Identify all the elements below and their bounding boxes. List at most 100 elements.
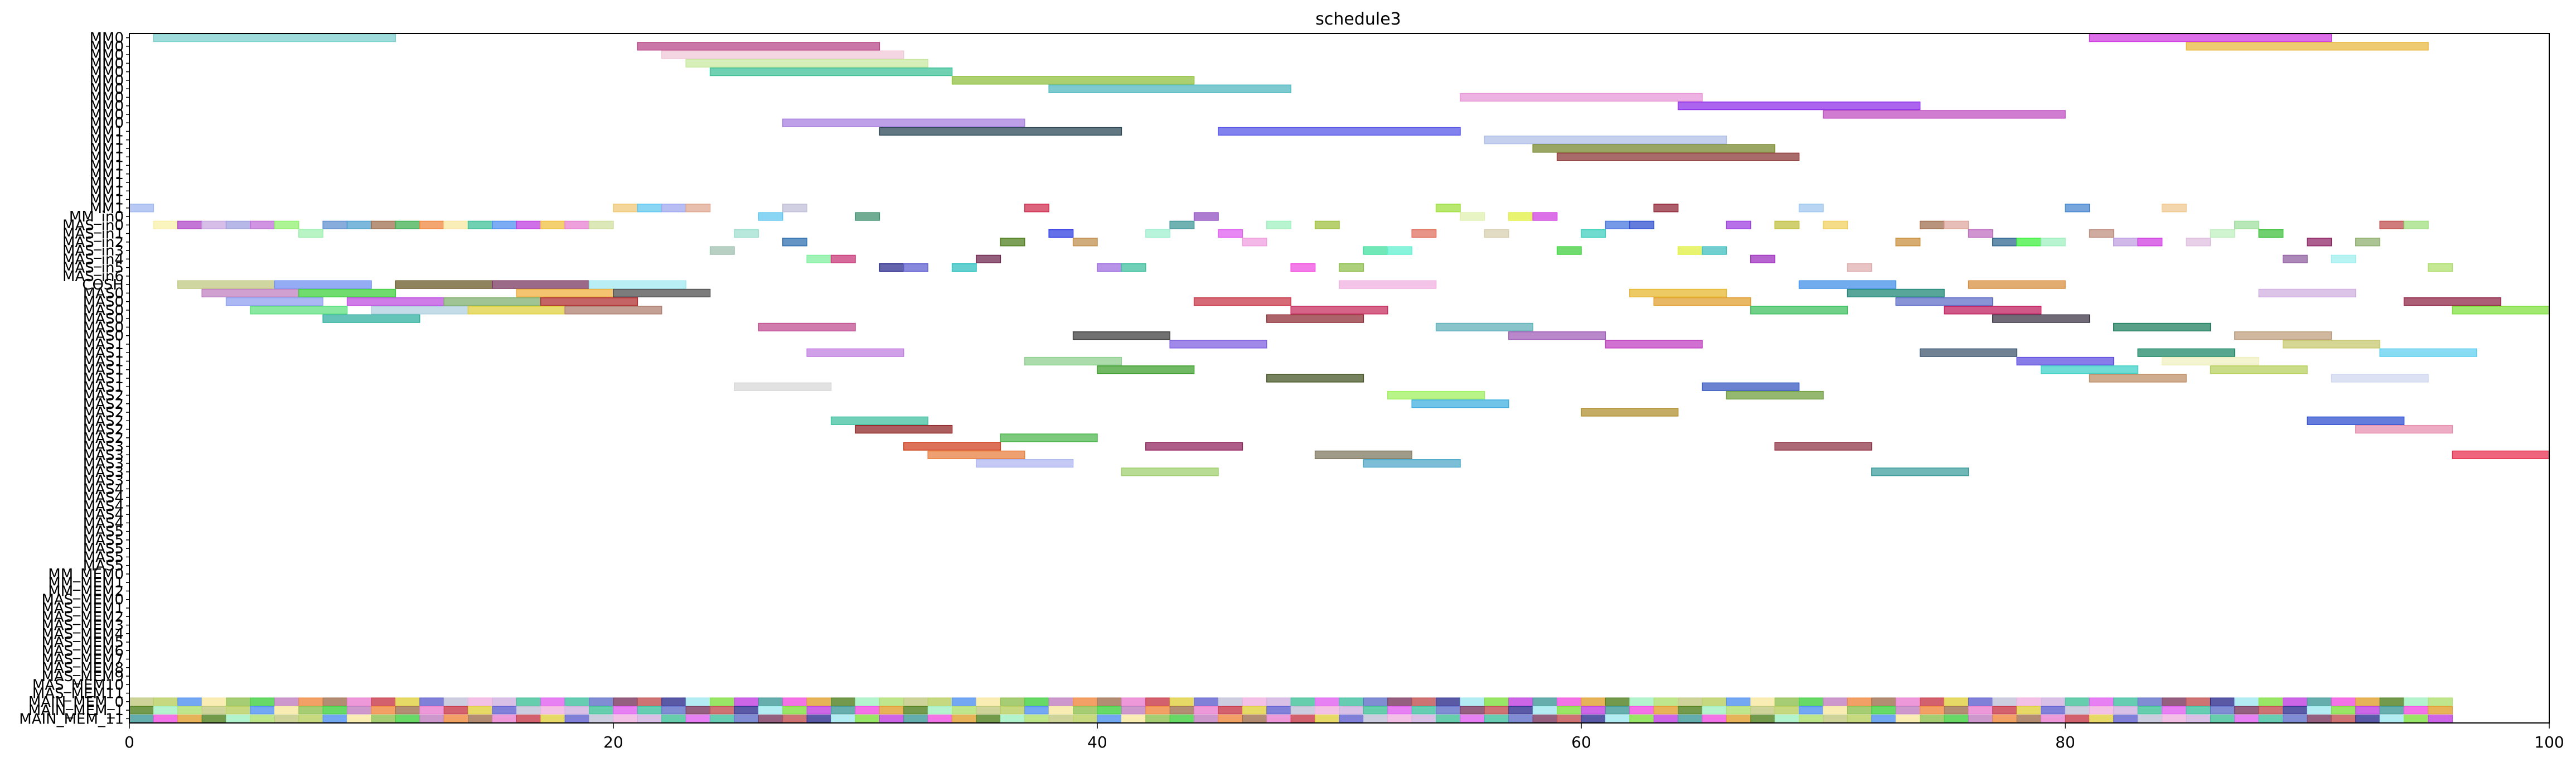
task-bar: [830, 416, 928, 425]
memory-slot: [1218, 697, 1243, 706]
memory-slot: [1363, 697, 1388, 706]
task-bar: [201, 288, 299, 298]
task-bar: [274, 220, 299, 229]
memory-slot: [1121, 706, 1146, 715]
memory-slot: [2307, 715, 2332, 723]
memory-slot: [758, 706, 783, 715]
memory-slot: [2307, 706, 2332, 715]
task-bar: [2186, 238, 2211, 247]
task-bar: [709, 67, 953, 76]
memory-slot: [2113, 706, 2138, 715]
memory-slot: [2258, 697, 2284, 706]
memory-slot: [1774, 715, 1800, 723]
memory-slot: [564, 697, 590, 706]
task-bar: [371, 306, 469, 315]
memory-slot: [1871, 697, 1896, 706]
memory-slot: [226, 697, 251, 706]
task-bar: [1847, 263, 1872, 272]
memory-slot: [1726, 697, 1751, 706]
memory-slot: [2428, 715, 2453, 723]
y-tick-label: MM0: [90, 107, 124, 123]
task-bar: [2137, 348, 2235, 357]
task-bar: [2282, 254, 2308, 263]
task-bar: [177, 280, 275, 289]
memory-slot: [734, 697, 759, 706]
task-bar: [709, 246, 735, 255]
task-bar: [322, 220, 348, 229]
task-bar: [2331, 254, 2356, 263]
memory-slot: [1169, 697, 1195, 706]
task-bar: [2452, 306, 2550, 315]
memory-slot: [1048, 697, 1074, 706]
y-tick-label: MAS4: [83, 490, 124, 507]
memory-slot: [1895, 697, 1921, 706]
task-bar: [1532, 144, 1775, 153]
memory-slot: [1968, 715, 1993, 723]
memory-slot: [855, 706, 880, 715]
task-bar: [2307, 238, 2332, 247]
memory-slot: [1484, 715, 1509, 723]
task-bar: [201, 220, 227, 229]
memory-slot: [1871, 706, 1896, 715]
task-bar: [927, 450, 1025, 459]
plot-frame: [129, 33, 2550, 724]
task-bar: [564, 306, 662, 315]
memory-slot: [952, 706, 977, 715]
y-tick-label: MAS_MEM8: [41, 660, 124, 677]
task-bar: [153, 220, 178, 229]
task-bar: [2331, 374, 2429, 383]
memory-slot: [1242, 715, 1267, 723]
memory-slot: [1194, 697, 1219, 706]
y-tick-label: MM0: [90, 89, 124, 106]
task-bar: [2403, 297, 2501, 306]
memory-slot: [1460, 697, 1485, 706]
task-bar: [2379, 348, 2477, 357]
task-bar: [588, 280, 686, 289]
memory-slot: [129, 715, 154, 723]
memory-slot: [2283, 697, 2308, 706]
task-bar: [1581, 408, 1679, 417]
memory-slot: [927, 715, 953, 723]
memory-slot: [1581, 715, 1606, 723]
memory-slot: [637, 715, 662, 723]
memory-slot: [879, 715, 904, 723]
y-tick-label: MM0: [90, 64, 124, 81]
memory-slot: [395, 715, 420, 723]
task-bar: [1677, 246, 1703, 255]
memory-slot: [1194, 715, 1219, 723]
memory-slot: [2234, 697, 2259, 706]
memory-slot: [250, 715, 275, 723]
task-bar: [177, 220, 202, 229]
y-tick-label: MAIN_MEM_1: [28, 702, 124, 719]
task-bar: [855, 212, 880, 221]
y-tick-label: MM1: [90, 192, 124, 209]
task-bar: [371, 220, 396, 229]
memory-slot: [1799, 715, 1824, 723]
task-bar: [395, 220, 420, 229]
task-bar: [613, 288, 711, 298]
memory-slot: [395, 706, 420, 715]
memory-slot: [468, 697, 493, 706]
task-bar: [298, 288, 396, 298]
memory-slot: [2234, 706, 2259, 715]
memory-slot: [2016, 715, 2042, 723]
y-tick-label: MAS4: [83, 498, 124, 515]
task-bar: [225, 297, 323, 306]
y-tick-label: MAS0: [83, 302, 124, 319]
task-bar: [879, 127, 1122, 136]
y-tick-label: MM_MEM2: [48, 583, 124, 600]
y-tick-label: MAS_in3: [62, 243, 124, 259]
task-bar: [1411, 229, 1437, 238]
task-bar: [1677, 102, 1921, 110]
memory-slot: [177, 697, 202, 706]
memory-slot: [226, 715, 251, 723]
task-bar: [129, 204, 154, 213]
task-bar: [1508, 331, 1606, 340]
memory-slot: [1218, 706, 1243, 715]
task-bar: [2161, 356, 2259, 366]
task-bar: [1387, 390, 1485, 400]
memory-slot: [806, 706, 832, 715]
memory-slot: [710, 706, 735, 715]
memory-slot: [734, 715, 759, 723]
memory-slot: [613, 697, 638, 706]
